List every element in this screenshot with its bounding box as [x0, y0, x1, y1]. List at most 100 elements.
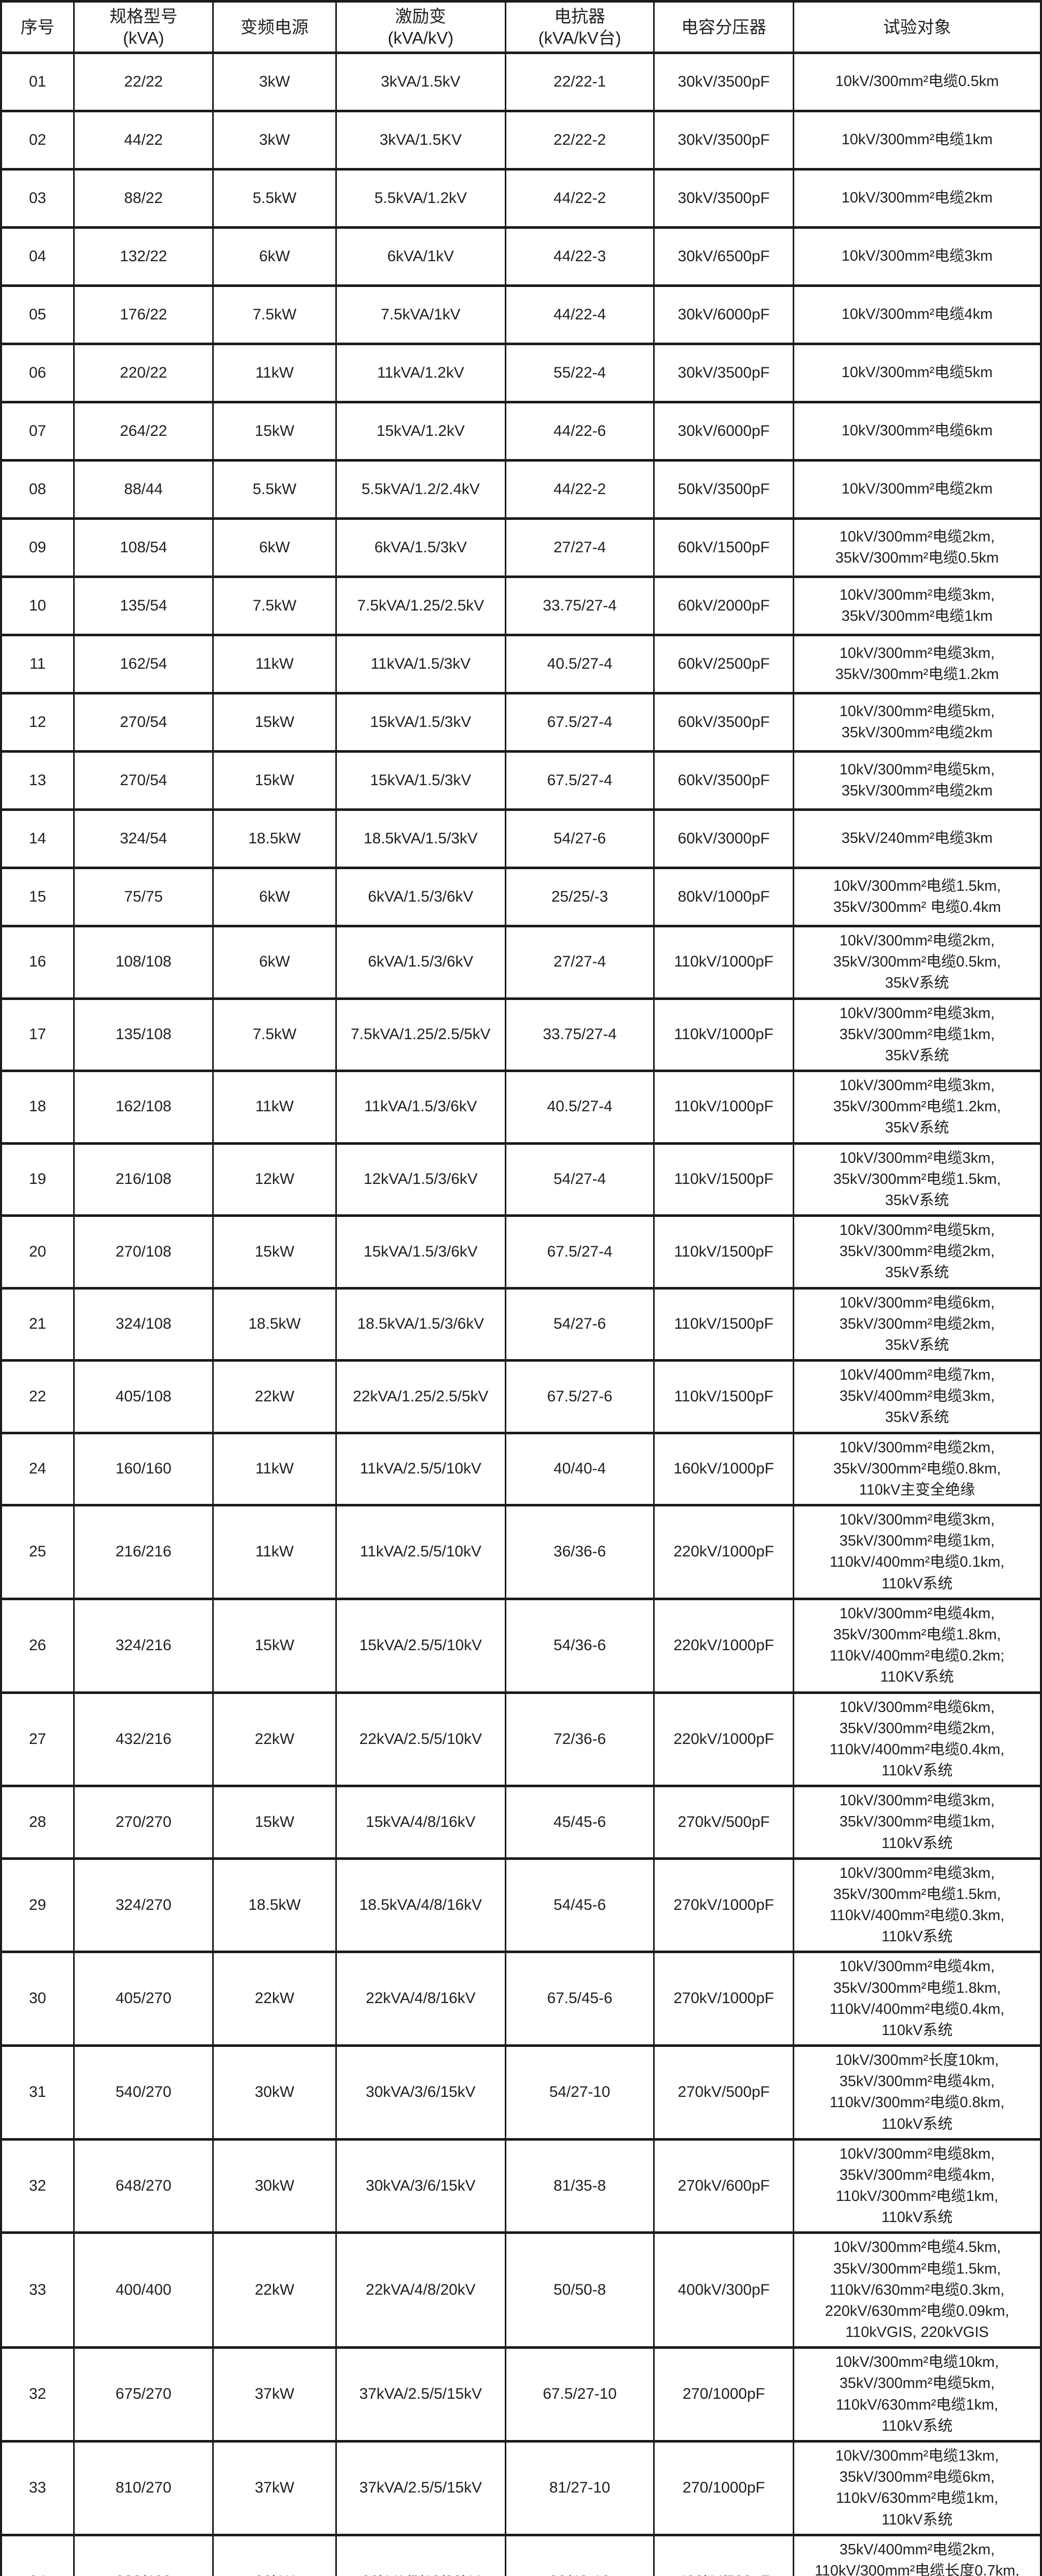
cell-divider: 30kV/6000pF [653, 401, 794, 462]
table-row: 04 132/22 6kW 6kVA/1kV 44/22-3 30kV/6500pF 10k… [0, 226, 1042, 287]
cell-excitation: 30kVA/5/10/20kV [335, 2533, 506, 2576]
cell-spec: 132/22 [73, 226, 214, 287]
cell-test-object: 10kV/300mm²电缆2km [792, 459, 1042, 520]
cell-spec: 162/54 [73, 634, 214, 694]
cell-test-object: 10kV/300mm²电缆8km, 35kV/300mm²电缆4km, 110k… [792, 2138, 1042, 2234]
cell-test-object: 10kV/300mm²电缆2km, 35kV/300mm²电缆0.5km, 35… [792, 925, 1042, 1000]
cell-excitation: 11kVA/1.5/3kV [335, 634, 506, 694]
cell-seq: 01 [0, 52, 75, 112]
cell-power: 22kW [212, 1951, 337, 2047]
cell-spec: 540/270 [73, 2044, 214, 2141]
cell-power: 12kW [212, 1142, 337, 1217]
cell-spec: 648/270 [73, 2138, 214, 2234]
table-header: 序号 规格型号 (kVA) 变频电源 激励变 (kVA/kV) 电抗器 (kVA… [0, 0, 1042, 54]
cell-reactor: 44/22-4 [504, 284, 655, 345]
table-row: 25 216/216 11kW 11kVA/2.5/5/10kV 36/36-6 220k… [0, 1504, 1042, 1600]
cell-test-object: 10kV/300mm²电缆3km, 35kV/300mm²电缆1.2km [792, 634, 1042, 694]
cell-power: 18.5kW [212, 1857, 337, 1954]
cell-divider: 110kV/1500pF [653, 1142, 794, 1217]
col-header-excitation: 激励变 (kVA/kV) [335, 0, 506, 54]
cell-seq: 24 [0, 1431, 75, 1507]
cell-reactor: 67.5/27-4 [504, 692, 655, 753]
cell-reactor: 33.75/27-4 [504, 575, 655, 636]
col-header-reactor: 电抗器 (kVA/kV台) [504, 0, 655, 54]
cell-divider: 30kV/3500pF [653, 52, 794, 112]
table-row: 10 135/54 7.5kW 7.5kVA/1.25/2.5kV 33.75/27-4… [0, 575, 1042, 636]
cell-seq: 12 [0, 692, 75, 753]
col-header-test-object: 试验对象 [792, 0, 1042, 54]
cell-excitation: 18.5kVA/4/8/16kV [335, 1857, 506, 1954]
table-row: 09 108/54 6kW 6kVA/1.5/3kV 27/27-4 60kV/1500p… [0, 517, 1042, 578]
cell-divider: 270kV/600pF [653, 2138, 794, 2234]
cell-divider: 220kV/1000pF [653, 1691, 794, 1788]
cell-spec: 176/22 [73, 284, 214, 345]
cell-seq: 22 [0, 1359, 75, 1434]
cell-excitation: 37kVA/2.5/5/15kV [335, 2440, 506, 2536]
cell-seq: 08 [0, 459, 75, 520]
cell-power: 11kW [212, 343, 337, 403]
cell-test-object: 10kV/300mm²电缆3km, 35kV/300mm²电缆1.5km, 35… [792, 1142, 1042, 1217]
cell-spec: 270/54 [73, 750, 214, 811]
cell-power: 11kW [212, 1070, 337, 1145]
cell-divider: 60kV/3000pF [653, 808, 794, 869]
cell-excitation: 6kVA/1.5/3/6kV [335, 925, 506, 1000]
cell-spec: 108/108 [73, 925, 214, 1000]
cell-test-object: 10kV/300mm²电缆4km, 35kV/300mm²电缆1.8km, 11… [792, 1951, 1042, 2047]
table-row: 17 135/108 7.5kW 7.5kVA/1.25/2.5/5kV 33.75/2… [0, 997, 1042, 1073]
cell-spec: 270/270 [73, 1785, 214, 1860]
cell-divider: 270kV/1000pF [653, 1857, 794, 1954]
cell-divider: 30kV/3500pF [653, 343, 794, 403]
cell-reactor: 67.5/27-6 [504, 1359, 655, 1434]
table-row: 24 160/160 11kW 11kVA/2.5/5/10kV 40/40-4 160k… [0, 1431, 1042, 1507]
cell-excitation: 6kVA/1.5/3/6kV [335, 867, 506, 927]
cell-divider: 270kV/500pF [653, 1785, 794, 1860]
cell-power: 15kW [212, 1597, 337, 1694]
cell-excitation: 18.5kVA/1.5/3kV [335, 808, 506, 869]
table-row: 06 220/22 11kW 11kVA/1.2kV 55/22-4 30kV/3500p… [0, 343, 1042, 403]
cell-test-object: 10kV/300mm²电缆3km, 35kV/300mm²电缆1km, 110k… [792, 1785, 1042, 1860]
table-row: 29 324/270 18.5kW 18.5kVA/4/8/16kV 54/45-6 27… [0, 1857, 1042, 1954]
col-header-divider: 电容分压器 [653, 0, 794, 54]
cell-test-object: 35kV/240mm²电缆3km [792, 808, 1042, 869]
cell-seq: 17 [0, 997, 75, 1073]
cell-reactor: 54/27-10 [504, 2044, 655, 2141]
cell-seq: 25 [0, 1504, 75, 1600]
cell-seq: 14 [0, 808, 75, 869]
cell-excitation: 15kVA/1.5/3kV [335, 750, 506, 811]
cell-reactor: 67.5/27-4 [504, 750, 655, 811]
cell-power: 15kW [212, 401, 337, 462]
cell-reactor: 54/36-6 [504, 1597, 655, 1694]
cell-test-object: 10kV/300mm²电缆5km, 35kV/300mm²电缆2km, 35kV… [792, 1214, 1042, 1290]
cell-excitation: 3kVA/1.5KV [335, 110, 506, 171]
table-row: 28 270/270 15kW 15kVA/4/8/16kV 45/45-6 270kV/… [0, 1785, 1042, 1860]
cell-reactor: 67.5/45-6 [504, 1951, 655, 2047]
cell-reactor: 27/27-4 [504, 517, 655, 578]
cell-spec: 135/54 [73, 575, 214, 636]
cell-spec: 108/54 [73, 517, 214, 578]
cell-power: 18.5kW [212, 808, 337, 869]
cell-test-object: 10kV/300mm²电缆4.5km, 35kV/300mm²电缆1.5km, … [792, 2231, 1042, 2349]
cell-test-object: 10kV/300mm²电缆4km [792, 284, 1042, 345]
table-row: 16 108/108 6kW 6kVA/1.5/3/6kV 27/27-4 110kV/1… [0, 925, 1042, 1000]
cell-test-object: 10kV/300mm²电缆6km, 35kV/300mm²电缆2km, 110k… [792, 1691, 1042, 1788]
cell-power: 3kW [212, 110, 337, 171]
cell-power: 7.5kW [212, 997, 337, 1073]
cell-power: 6kW [212, 925, 337, 1000]
cell-excitation: 11kVA/1.5/3/6kV [335, 1070, 506, 1145]
cell-test-object: 10kV/300mm²电缆5km, 35kV/300mm²电缆2km [792, 692, 1042, 753]
cell-seq: 13 [0, 750, 75, 811]
cell-seq: 27 [0, 1691, 75, 1788]
cell-power: 6kW [212, 226, 337, 287]
cell-reactor: 36/36-6 [504, 1504, 655, 1600]
cell-test-object: 10kV/300mm²电缆1km [792, 110, 1042, 171]
cell-spec: 810/270 [73, 2440, 214, 2536]
cell-excitation: 30kVA/3/6/15kV [335, 2044, 506, 2141]
cell-spec: 270/108 [73, 1214, 214, 1290]
cell-reactor: 27/27-4 [504, 925, 655, 1000]
cell-seq: 34 [0, 2533, 75, 2576]
cell-excitation: 18.5kVA/1.5/3/6kV [335, 1286, 506, 1362]
cell-power: 37kW [212, 2346, 337, 2443]
cell-excitation: 6kVA/1kV [335, 226, 506, 287]
table-row: 21 324/108 18.5kW 18.5kVA/1.5/3/6kV 54/27-6 1… [0, 1286, 1042, 1362]
